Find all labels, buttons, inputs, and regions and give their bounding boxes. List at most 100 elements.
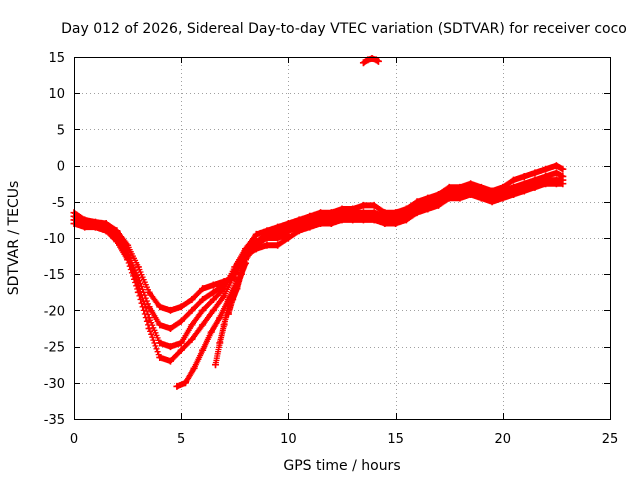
data-point — [81, 223, 89, 231]
data-point — [274, 241, 282, 249]
x-tick-label: 5 — [177, 432, 185, 447]
y-tick-label: -15 — [44, 268, 65, 283]
data-point — [216, 314, 224, 322]
data-point — [370, 201, 378, 209]
data-point — [456, 194, 464, 202]
data-point — [467, 191, 475, 199]
data-point — [212, 361, 220, 369]
y-tick-label: -35 — [44, 413, 65, 428]
data-point — [224, 310, 232, 318]
y-tick-label: -30 — [44, 377, 65, 392]
data-point — [370, 216, 378, 224]
data-point — [327, 220, 335, 228]
data-point — [209, 306, 217, 314]
data-point — [284, 230, 292, 238]
y-tick-label: 0 — [57, 160, 65, 175]
data-point — [402, 216, 410, 224]
data-point — [520, 187, 528, 195]
data-point — [156, 353, 164, 361]
plot-frame — [74, 57, 611, 420]
data-point — [552, 169, 560, 177]
y-tick-label: 10 — [48, 87, 65, 102]
data-point — [499, 194, 507, 202]
data-point — [209, 288, 217, 296]
data-point — [306, 223, 314, 231]
data-point — [216, 339, 224, 347]
data-point — [156, 303, 164, 311]
data-point — [156, 339, 164, 347]
data-point — [559, 180, 567, 188]
plus-markers — [71, 180, 566, 365]
data-point — [317, 220, 325, 228]
data-point — [359, 59, 367, 67]
data-point — [242, 259, 250, 267]
data-point — [145, 288, 153, 296]
data-point — [166, 306, 174, 314]
data-point — [252, 241, 260, 249]
data-point — [166, 325, 174, 332]
chart-title: Day 012 of 2026, Sidereal Day-to-day VTE… — [61, 21, 627, 37]
data-point — [188, 296, 196, 304]
data-point — [207, 328, 215, 336]
data-point — [229, 296, 237, 304]
data-point — [177, 339, 185, 347]
x-axis-label: GPS time / hours — [283, 458, 400, 474]
data-point — [199, 285, 207, 293]
x-tick-label: 0 — [70, 432, 78, 447]
data-point — [177, 303, 185, 311]
data-point — [374, 57, 382, 65]
x-tick-label: 10 — [280, 432, 297, 447]
x-tick-label: 25 — [602, 432, 619, 447]
data-point — [477, 194, 485, 202]
data-point — [413, 209, 421, 217]
data-point — [156, 321, 164, 329]
data-point — [392, 220, 400, 228]
data-point — [113, 238, 121, 246]
data-points — [70, 54, 567, 390]
y-axis-label: SDTVAR / TECUs — [6, 181, 22, 296]
data-point — [424, 205, 432, 213]
y-tick-label: -25 — [44, 341, 65, 356]
data-point — [209, 296, 217, 304]
data-point — [542, 180, 550, 188]
data-point — [188, 321, 196, 329]
data-point — [102, 227, 110, 235]
data-point — [233, 285, 241, 293]
data-point — [124, 256, 132, 264]
data-point — [531, 183, 539, 191]
data-point — [434, 201, 442, 209]
grid-lines — [74, 57, 610, 419]
data-point — [166, 357, 174, 365]
data-point — [445, 194, 453, 202]
data-point — [242, 245, 250, 253]
data-point — [368, 54, 376, 62]
data-point — [173, 382, 181, 390]
data-point — [220, 321, 228, 329]
data-point — [349, 216, 357, 224]
data-point — [177, 346, 185, 354]
data-point — [190, 364, 198, 372]
series-track-5 — [173, 230, 292, 390]
y-tick-label: -5 — [52, 196, 65, 211]
data-point — [520, 172, 528, 180]
data-point — [559, 165, 567, 173]
data-point — [252, 230, 260, 238]
data-point — [552, 162, 560, 170]
data-point — [295, 227, 303, 235]
data-point — [188, 306, 196, 314]
data-point — [145, 325, 153, 332]
series-track-4 — [70, 180, 567, 365]
data-point — [199, 306, 207, 314]
data-point — [220, 292, 228, 300]
data-point — [209, 281, 217, 289]
data-point — [199, 296, 207, 304]
data-point — [542, 165, 550, 173]
data-point — [510, 176, 518, 184]
data-point — [181, 379, 189, 387]
x-tick-label: 15 — [387, 432, 404, 447]
data-point — [338, 216, 346, 224]
y-tick-label: -10 — [44, 232, 65, 247]
data-point — [91, 223, 99, 231]
data-point — [134, 288, 142, 296]
